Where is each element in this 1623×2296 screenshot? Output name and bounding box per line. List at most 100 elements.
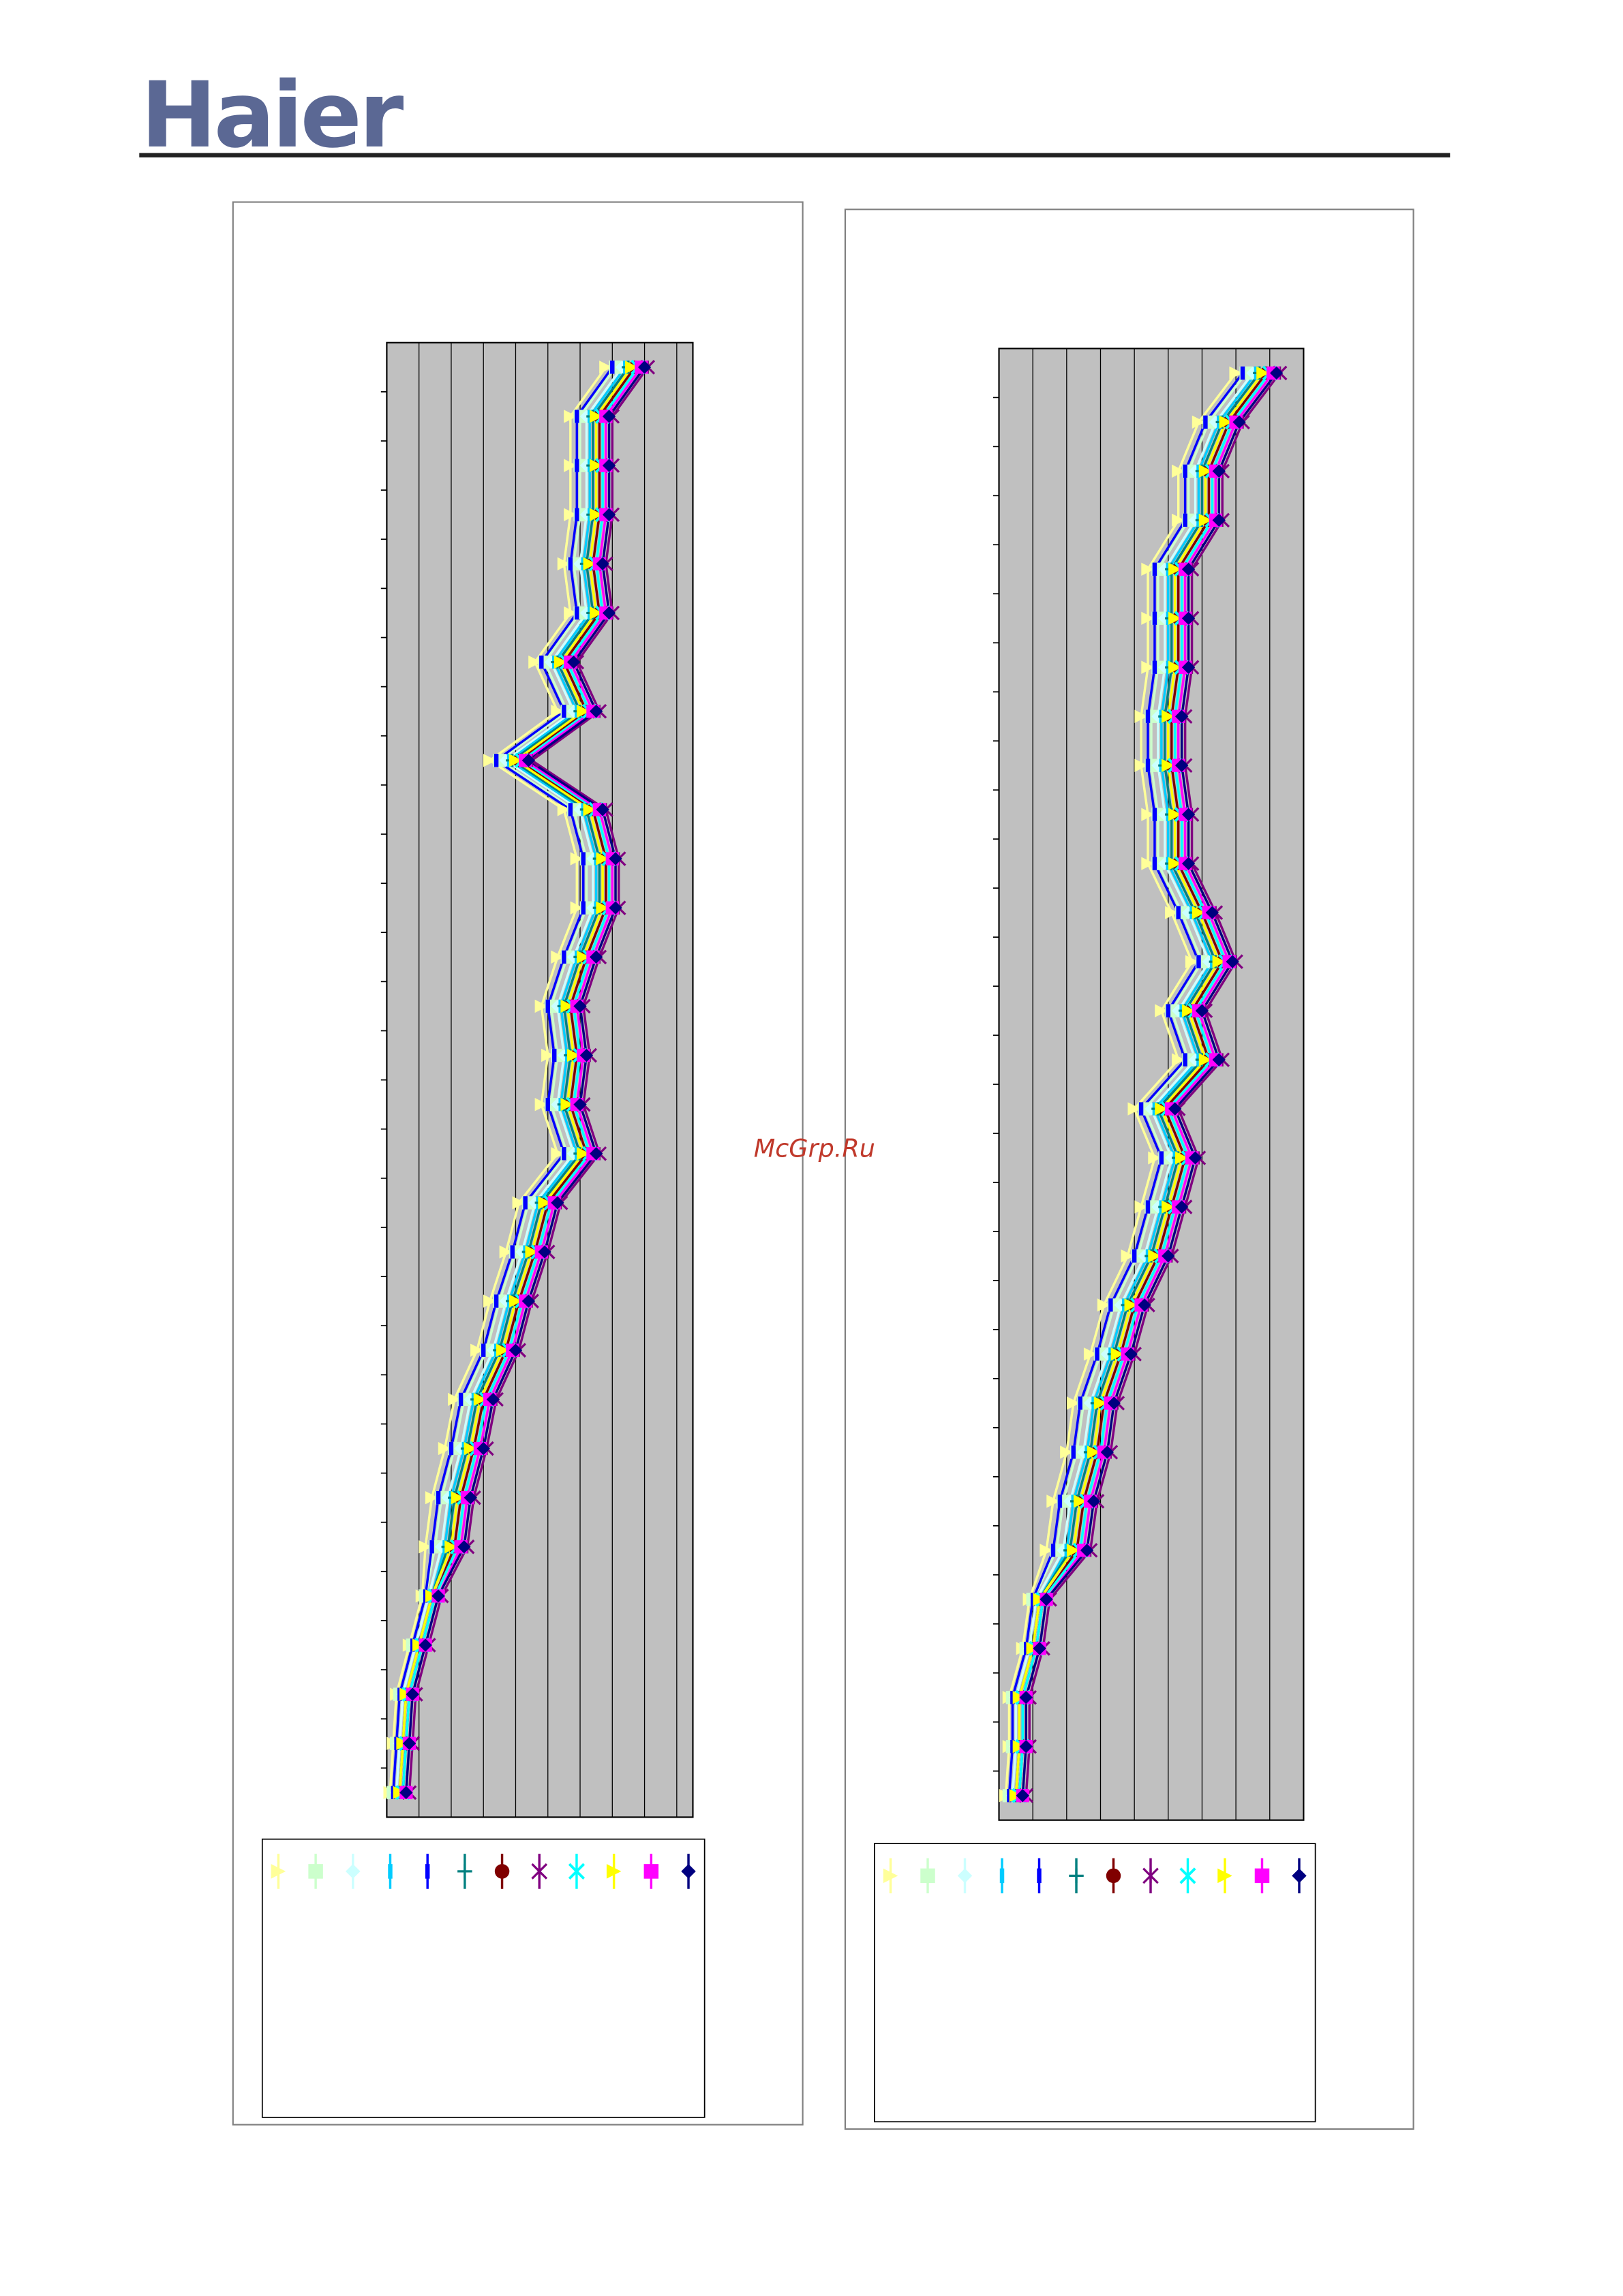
marker <box>534 999 548 1013</box>
marker <box>444 1540 458 1554</box>
marker <box>1174 759 1189 772</box>
marker <box>609 852 622 866</box>
marker <box>1168 857 1182 870</box>
marker <box>1168 1102 1182 1116</box>
marker <box>1166 1004 1171 1017</box>
marker <box>564 606 577 620</box>
marker <box>534 1097 548 1112</box>
marker <box>1212 1053 1226 1067</box>
marker <box>566 1048 581 1062</box>
marker <box>596 803 609 816</box>
brand-logo: Haier <box>140 63 404 168</box>
series-line <box>1014 372 1261 1796</box>
marker <box>575 508 579 521</box>
marker <box>568 803 573 816</box>
marker <box>1108 1298 1113 1312</box>
marker <box>589 606 603 620</box>
marker <box>1134 709 1148 723</box>
marker <box>419 1540 432 1554</box>
marker <box>1168 808 1182 821</box>
marker <box>589 508 603 521</box>
marker <box>581 852 586 866</box>
legend-swatch <box>1217 1868 1232 1884</box>
marker <box>562 950 566 964</box>
marker <box>1141 611 1155 625</box>
marker <box>541 1048 555 1062</box>
series-line <box>1014 372 1264 1796</box>
marker <box>1132 1249 1137 1263</box>
marker <box>583 557 596 570</box>
marker <box>1010 1691 1015 1704</box>
marker <box>1212 513 1226 527</box>
marker <box>1087 1445 1101 1459</box>
marker <box>551 1048 557 1062</box>
series-line <box>1021 372 1275 1796</box>
marker <box>1198 464 1213 478</box>
marker <box>431 1589 445 1603</box>
marker <box>602 410 616 423</box>
watermark: McGrp.Ru <box>754 1133 875 1163</box>
marker <box>1030 1593 1035 1606</box>
legend-swatch <box>494 1864 510 1879</box>
marker <box>1168 562 1182 576</box>
marker <box>448 1392 461 1407</box>
marker <box>1080 1544 1094 1557</box>
marker <box>523 1196 528 1210</box>
marker <box>486 1392 500 1407</box>
marker <box>525 1245 539 1259</box>
series-line <box>1018 372 1271 1796</box>
marker <box>1121 1249 1134 1263</box>
marker <box>560 1097 574 1112</box>
legend-swatch <box>308 1864 323 1879</box>
marker <box>551 950 564 964</box>
marker <box>464 1441 477 1456</box>
marker <box>1148 1249 1162 1263</box>
marker <box>1196 955 1201 968</box>
marker <box>494 1294 499 1308</box>
marker <box>1067 1396 1080 1410</box>
marker <box>1093 1396 1108 1410</box>
marker <box>1240 366 1245 380</box>
legend-swatch <box>425 1864 430 1879</box>
marker <box>1174 1200 1189 1214</box>
marker <box>1057 1495 1063 1508</box>
chart <box>232 201 804 2126</box>
marker <box>425 1490 439 1505</box>
marker <box>1110 1347 1124 1361</box>
marker <box>528 655 542 669</box>
marker <box>1007 1789 1012 1803</box>
marker <box>1078 1396 1082 1410</box>
marker <box>1141 857 1155 870</box>
marker <box>406 1687 419 1701</box>
charts <box>232 201 1414 2130</box>
marker <box>1138 1298 1151 1312</box>
marker <box>596 852 609 866</box>
marker <box>1172 464 1185 478</box>
marker <box>1256 366 1270 380</box>
marker <box>562 1147 566 1161</box>
marker <box>1040 1544 1053 1557</box>
marker <box>589 705 603 718</box>
marker <box>596 901 609 915</box>
marker <box>1148 1151 1162 1165</box>
marker <box>1145 759 1151 772</box>
marker <box>1181 611 1196 625</box>
marker <box>1162 709 1175 723</box>
marker <box>1203 415 1208 429</box>
legend-box <box>874 1843 1316 2123</box>
marker <box>1174 709 1189 723</box>
marker <box>521 1294 536 1308</box>
series-line <box>1021 372 1278 1796</box>
marker <box>521 754 536 767</box>
marker <box>1124 1347 1138 1361</box>
marker <box>1033 1593 1046 1606</box>
marker <box>1212 955 1226 968</box>
legend-swatch <box>1142 1867 1159 1884</box>
series-line <box>1007 372 1247 1796</box>
marker <box>581 901 586 915</box>
marker <box>602 508 616 521</box>
marker <box>539 655 544 669</box>
marker <box>564 459 577 472</box>
marker <box>624 361 639 374</box>
